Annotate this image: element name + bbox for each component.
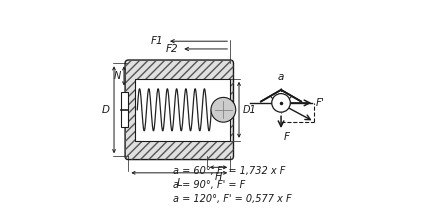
Text: a = 90°, F' = F: a = 90°, F' = F — [173, 180, 245, 190]
Text: F': F' — [316, 98, 325, 108]
Circle shape — [272, 94, 290, 112]
Text: a = 60°, F' = 1,732 x F: a = 60°, F' = 1,732 x F — [173, 166, 285, 176]
Text: F1: F1 — [151, 36, 164, 46]
Text: a: a — [278, 72, 284, 82]
Text: F: F — [283, 132, 289, 142]
Text: F2: F2 — [165, 44, 178, 54]
Text: a = 120°, F' = 0,577 x F: a = 120°, F' = 0,577 x F — [173, 194, 291, 204]
Text: D1: D1 — [242, 105, 256, 115]
FancyBboxPatch shape — [135, 79, 230, 141]
Circle shape — [211, 97, 236, 122]
Text: N: N — [113, 71, 121, 81]
Text: D: D — [102, 105, 109, 115]
FancyBboxPatch shape — [125, 60, 234, 159]
FancyBboxPatch shape — [121, 92, 129, 127]
Text: H: H — [215, 172, 222, 182]
Text: L: L — [177, 178, 182, 188]
